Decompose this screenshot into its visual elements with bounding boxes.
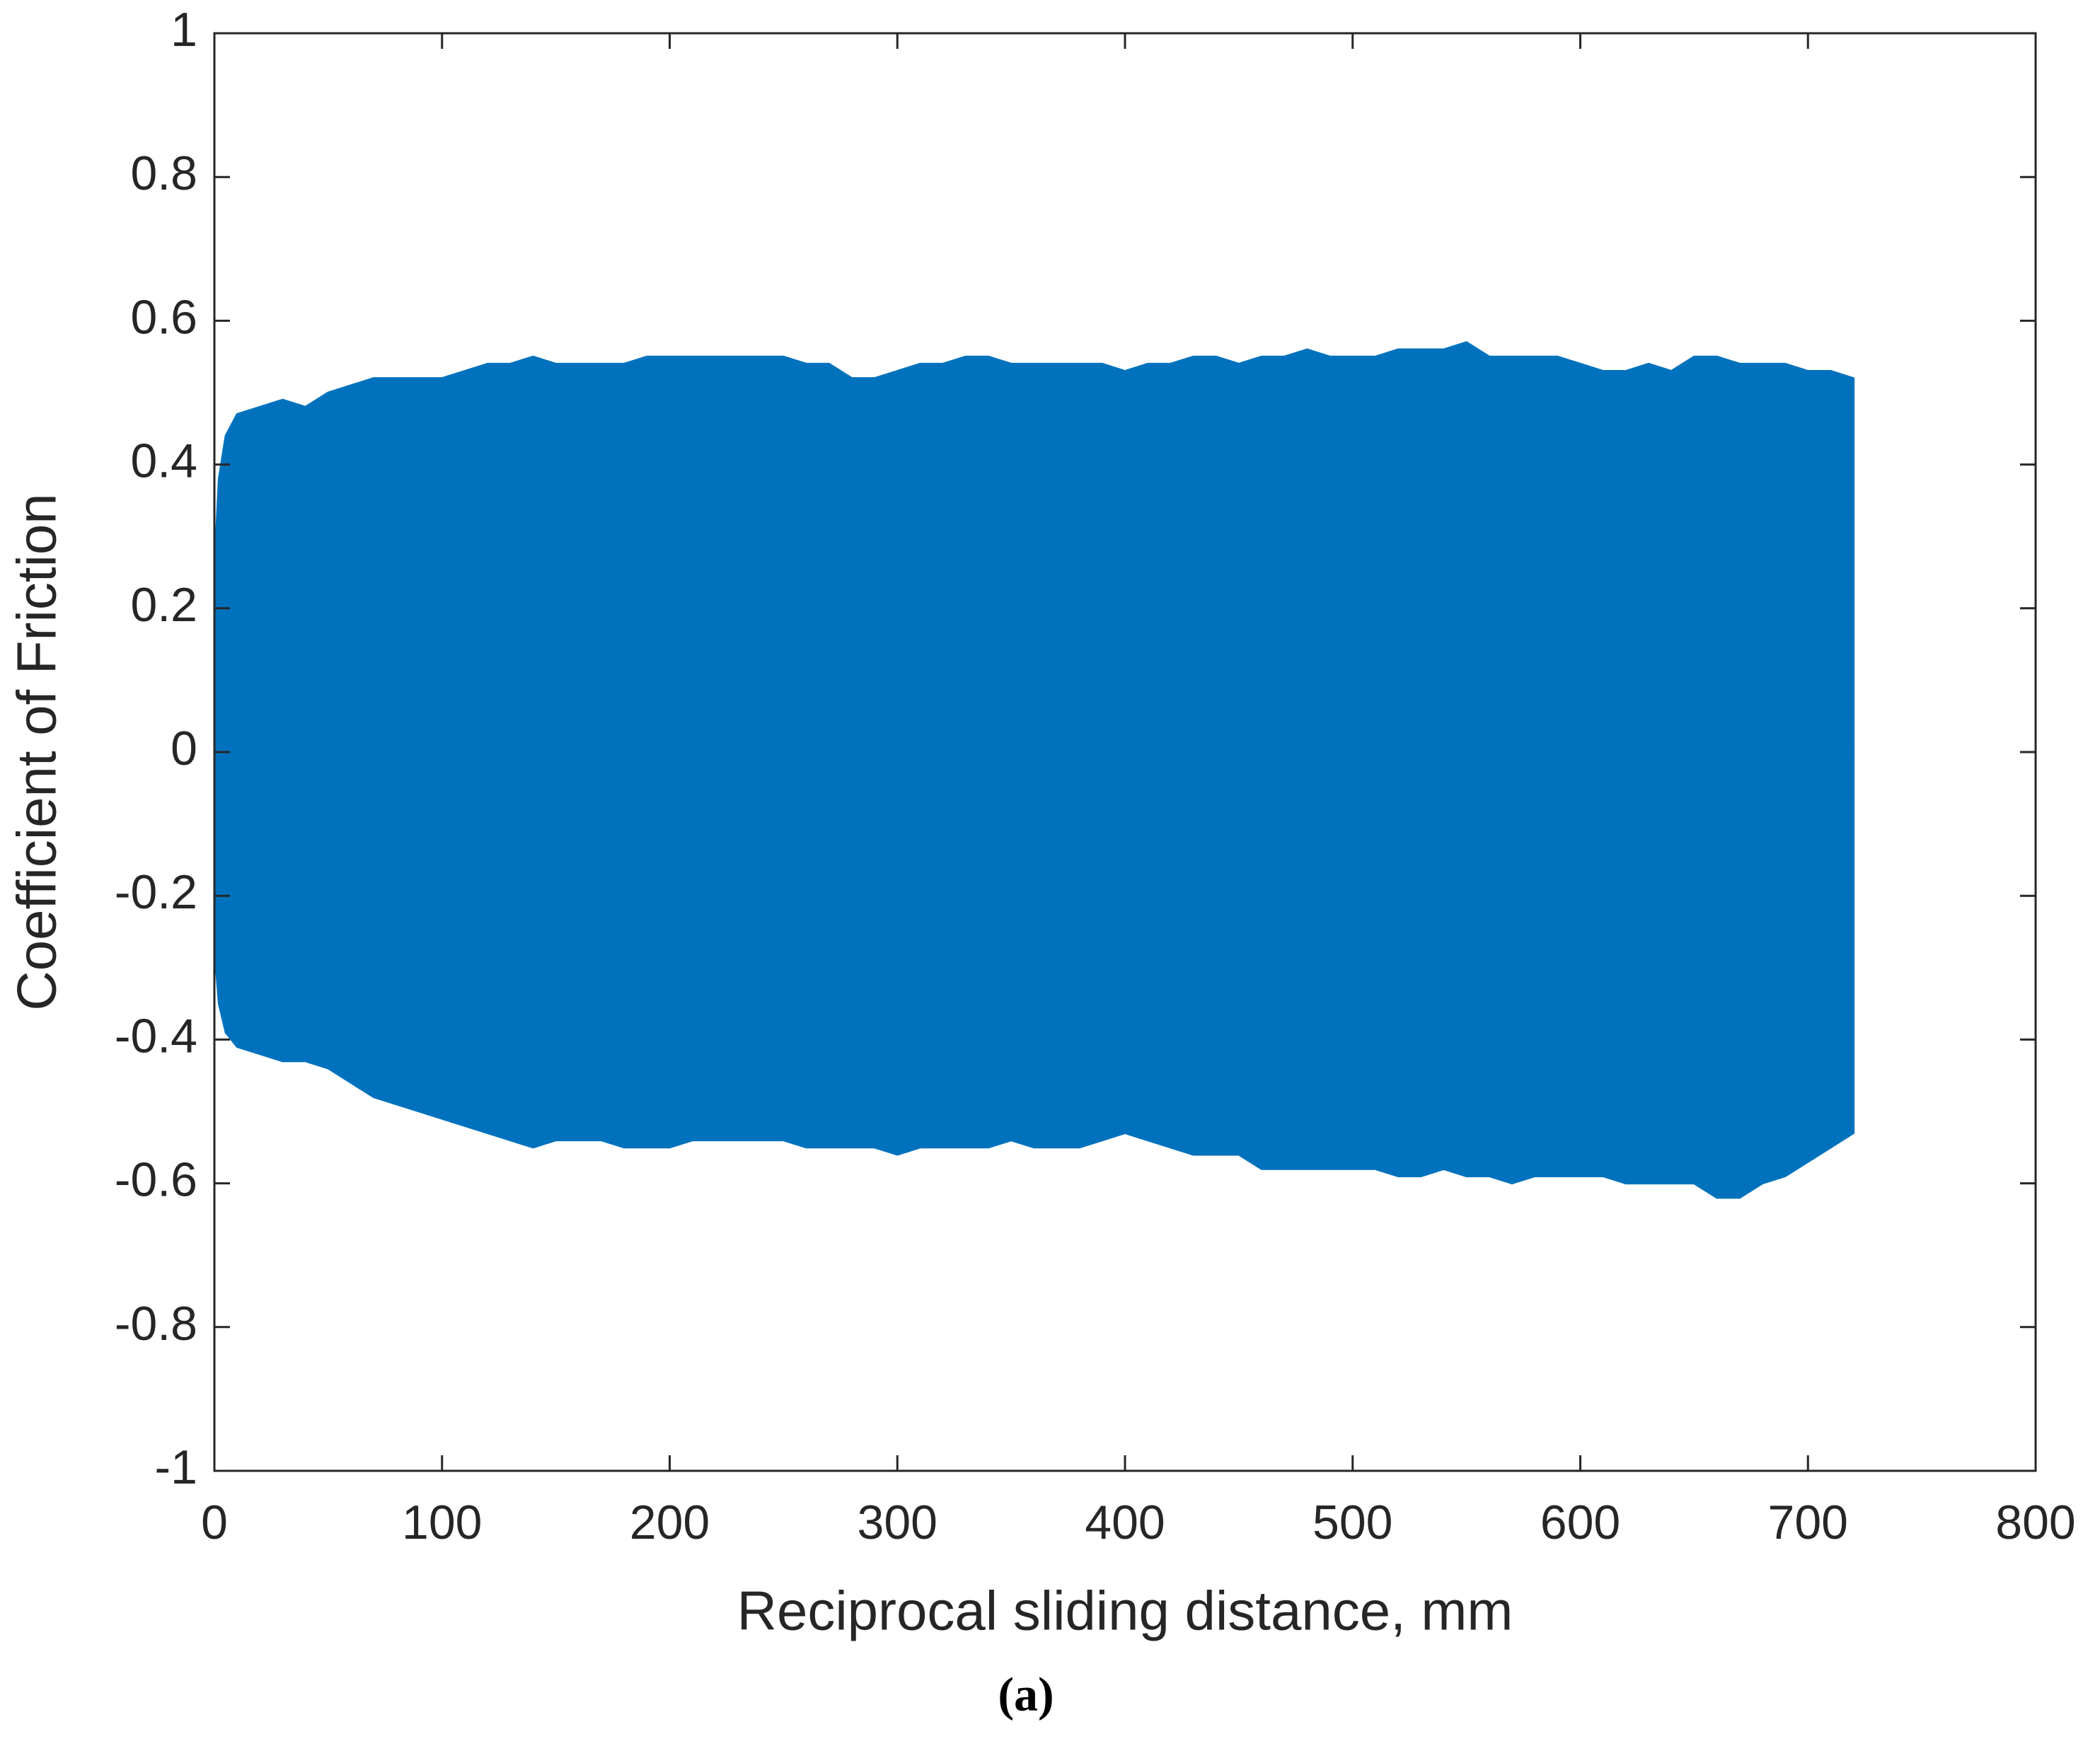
x-axis-label: Reciprocal sliding distance, mm (737, 1580, 1513, 1642)
y-tick-label: 0.8 (130, 146, 197, 200)
y-tick-label: -0.6 (115, 1153, 197, 1207)
y-tick-label: 0.2 (130, 578, 197, 632)
x-tick-label: 200 (630, 1496, 710, 1549)
x-tick-label: 800 (1995, 1496, 2075, 1549)
y-axis-label: Coefficient of Friction (6, 493, 68, 1010)
coefficient-area (213, 751, 1855, 1199)
x-tick-label: 0 (201, 1496, 228, 1549)
x-tick-label: 100 (402, 1496, 482, 1549)
x-tick-label: 500 (1312, 1496, 1392, 1549)
x-tick-label: 400 (1085, 1496, 1165, 1549)
x-tick-label: 600 (1540, 1496, 1620, 1549)
y-tick-label: 1 (171, 3, 197, 57)
y-tick-label: 0.4 (130, 434, 197, 488)
x-tick-label: 300 (858, 1496, 937, 1549)
y-tick-label: -0.8 (115, 1297, 197, 1351)
plot-frame (213, 32, 2037, 1472)
coefficient-area (213, 341, 1855, 753)
x-tick-label: 700 (1768, 1496, 1848, 1549)
y-tick-label: -0.2 (115, 865, 197, 919)
y-tick-label: 0 (171, 722, 197, 775)
caption: (a) (998, 1668, 1054, 1721)
y-tick-label: 0.6 (130, 290, 197, 344)
y-tick-label: -1 (155, 1440, 197, 1494)
y-tick-label: -0.4 (115, 1009, 197, 1063)
